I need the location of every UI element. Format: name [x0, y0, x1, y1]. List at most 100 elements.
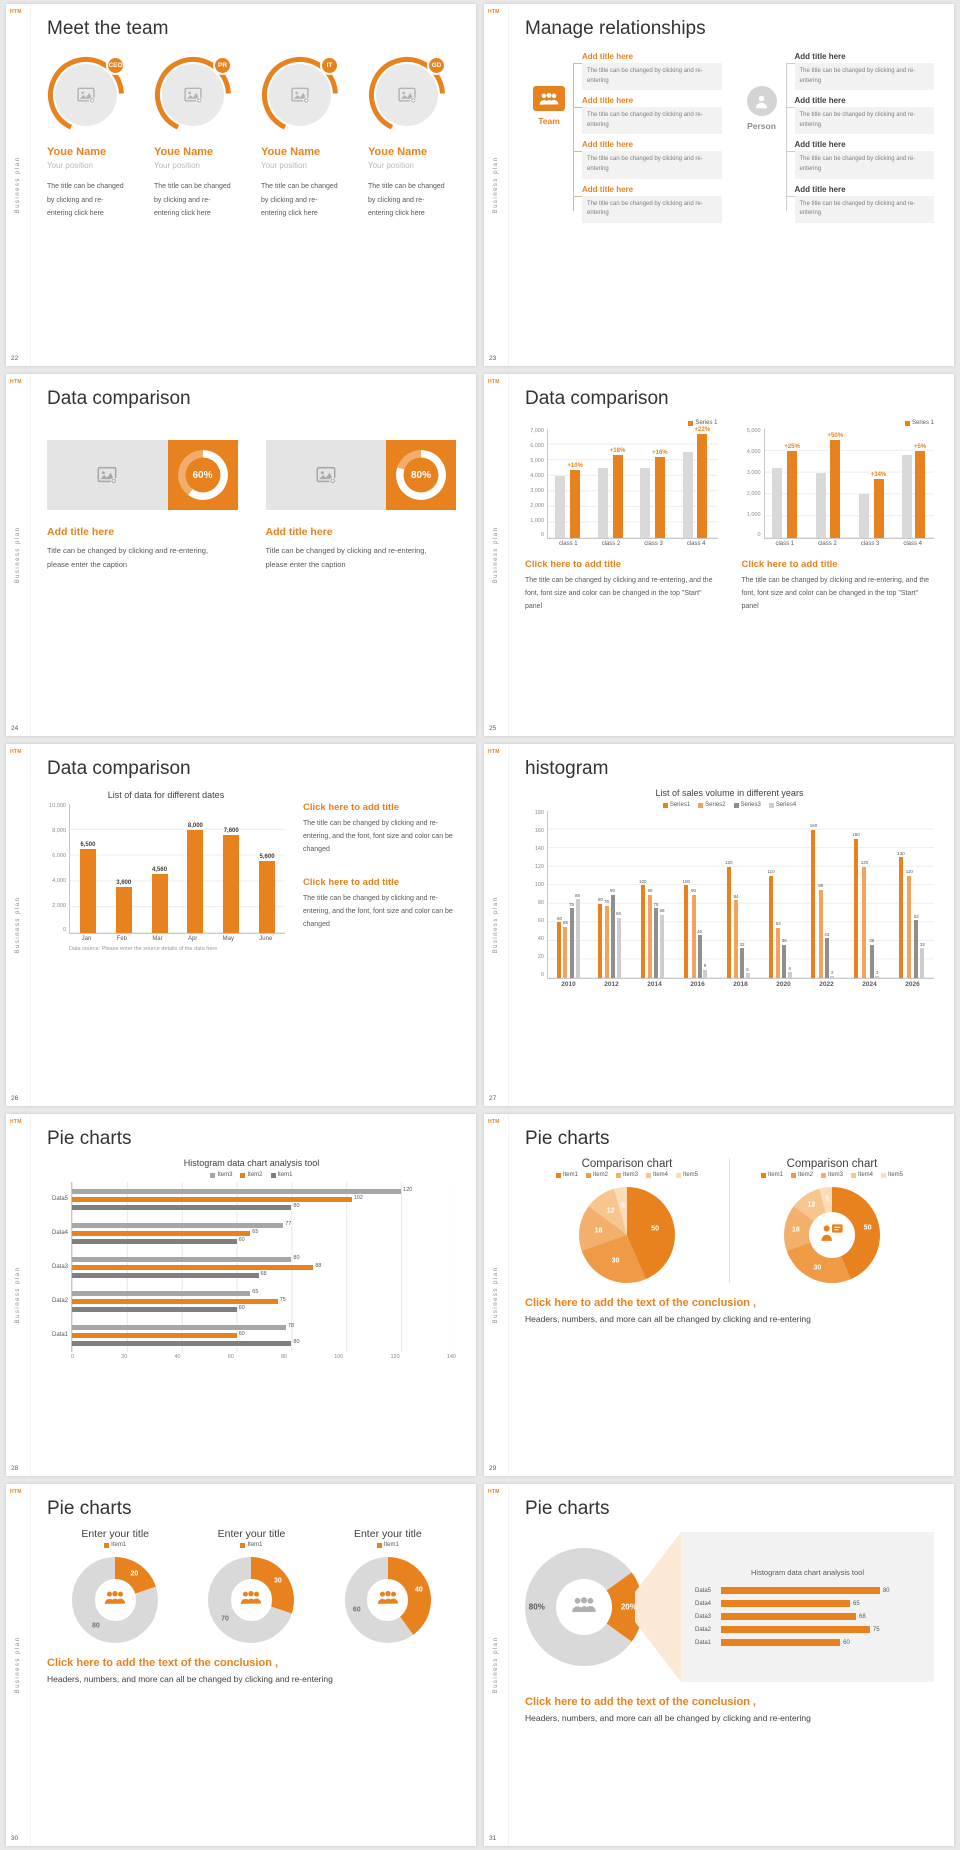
bar-label: 9	[703, 963, 707, 969]
bar-label: 6	[788, 965, 791, 971]
bar	[721, 1639, 841, 1646]
bar-label: 32	[739, 941, 745, 947]
bar	[648, 894, 653, 978]
category-label: Data4	[695, 1600, 712, 1607]
bar-group: 60 55 75 85	[557, 811, 580, 978]
bar-label: 3,600	[116, 879, 132, 886]
donut-and-panel-row: 20% 80% Histogram data chart analysis too…	[525, 1532, 934, 1682]
legend-item: Item5	[881, 1172, 903, 1178]
bar-label: +10%	[567, 462, 583, 469]
bar-label: 110	[767, 869, 775, 875]
plot-area: +10% +18% +16% +22%	[547, 427, 718, 539]
x-tick: May	[222, 936, 234, 942]
legend-swatch	[688, 420, 694, 426]
bar	[873, 479, 884, 538]
slice-label: 70	[221, 1615, 229, 1623]
plot-area: 6,500 3,600 4,560 8,000 7,600 5,600	[69, 804, 285, 934]
y-tick: 60	[537, 918, 544, 925]
slide-29[interactable]: HTM Business plan 29 Pie charts Comparis…	[484, 1114, 954, 1476]
page-number: 24	[11, 725, 19, 732]
bar-group: +50%	[815, 429, 843, 538]
slide-31[interactable]: HTM Business plan 31 Pie charts 20% 80% H…	[484, 1484, 954, 1846]
x-axis-labels: 2010 2012 2014 2016 2018 2020 2022 2024 2026	[547, 981, 934, 988]
comparison-cards-row: 60% Add title here Title can be changed by…	[47, 440, 456, 573]
slide-content: Pie charts Enter your title Item1 20 80 Ent…	[31, 1484, 476, 1846]
bar	[811, 829, 816, 978]
slide-27[interactable]: HTM Business plan 27 histogram List of s…	[484, 744, 954, 1106]
percent-box: 60%	[167, 440, 238, 510]
x-tick: June	[259, 936, 273, 942]
y-tick: 160	[534, 828, 544, 835]
y-tick: 7,000	[530, 428, 544, 434]
bar-group: 78 60 80	[72, 1324, 456, 1347]
conclusion-title: Click here to add the text of the conclu…	[525, 1696, 757, 1708]
pie-chart: 50 30 18 12 5	[579, 1187, 675, 1283]
note-title: Click here to add title	[303, 802, 400, 813]
slide-24[interactable]: HTM Business plan 24 Data comparison 60%…	[6, 374, 476, 736]
chart-legend: Item1 Item2 Item3 Item4 Item5	[760, 1172, 903, 1178]
item-title: Add title here	[582, 52, 634, 61]
donut-chart-block: Enter your title Item1 20 80	[47, 1528, 183, 1643]
bar-label: 65	[252, 1289, 259, 1296]
logo: HTM	[488, 9, 500, 15]
bar-label: 43	[824, 931, 830, 937]
slide-25[interactable]: HTM Business plan 25 Data comparison Ser…	[484, 374, 954, 736]
bar-label: 2	[830, 969, 834, 975]
legend-swatch	[820, 1172, 826, 1178]
bar-chart-left: Series 1 7,000 6,000 5,000 4,000 3,000 2,000 1,…	[525, 418, 718, 614]
member-name: Youe Name	[47, 146, 107, 158]
team-relationship-group: Team Add title here The title can be chan…	[525, 52, 722, 223]
card-title: Add title here	[47, 526, 115, 538]
people-icon	[572, 1597, 596, 1613]
legend-label: Item4	[858, 1172, 874, 1178]
bar-label: 110	[905, 869, 913, 875]
slice-label: 80%	[528, 1602, 545, 1612]
category-label: Data1	[695, 1639, 712, 1646]
conclusion-block: Click here to add the text of the conclu…	[47, 1657, 456, 1684]
team-label: Team	[538, 116, 560, 126]
sidebar-label: Business plan	[493, 156, 499, 214]
slide-26[interactable]: HTM Business plan 26 Data comparison Lis…	[6, 744, 476, 1106]
sidebar-label: Business plan	[493, 1636, 499, 1694]
bar-label: 160	[809, 823, 818, 829]
donut-chart: 20% 80%	[525, 1548, 643, 1666]
legend-label: Item2	[592, 1172, 608, 1178]
legend-item: Item2	[240, 1172, 263, 1178]
bar-label: 60	[238, 1305, 245, 1312]
bar-label: 68	[260, 1271, 267, 1278]
bar-group: 8,000	[187, 804, 204, 933]
people-icon	[570, 1596, 598, 1618]
analysis-panel: Histogram data chart analysis tool Data5…	[681, 1532, 934, 1682]
chart-legend: Item1	[376, 1542, 399, 1548]
role-badge: PR	[213, 56, 232, 75]
card-media: 60%	[47, 440, 238, 510]
bar-label: 84	[733, 893, 739, 899]
slide-28[interactable]: HTM Business plan 28 Pie charts Histogra…	[6, 1114, 476, 1476]
slide-23[interactable]: HTM Business plan 23 Manage relationship…	[484, 4, 954, 366]
y-tick: 2,000	[52, 902, 66, 909]
image-placeholder-icon	[97, 466, 118, 485]
progress-ring	[177, 450, 228, 500]
legend-swatch	[790, 1172, 796, 1178]
category-axis: Data5 Data4 Data3 Data2 Data1	[47, 1182, 71, 1352]
team-member: PR Youe Name Your position The title can be…	[154, 56, 242, 221]
bar-label: +5%	[913, 443, 927, 450]
bar	[72, 1204, 292, 1210]
logo: HTM	[10, 1119, 22, 1125]
y-tick: 80	[537, 900, 544, 907]
bar	[682, 452, 693, 538]
slide-22[interactable]: HTM Business plan 22 Meet the team CEO Yo…	[6, 4, 476, 366]
slide-title: Pie charts	[525, 1498, 610, 1519]
bar-label: 54	[775, 921, 781, 927]
page-number: 30	[11, 1835, 19, 1842]
y-tick: 0	[757, 532, 761, 539]
member-position: Your position	[368, 161, 414, 170]
bar	[72, 1264, 314, 1270]
image-placeholder-icon	[77, 87, 96, 104]
y-tick: 100	[534, 882, 544, 889]
slide-30[interactable]: HTM Business plan 30 Pie charts Enter yo…	[6, 1484, 476, 1846]
avatar: CEO	[47, 56, 125, 134]
bar-label: 75	[569, 901, 575, 907]
legend-label: Item1	[562, 1172, 578, 1178]
bar	[569, 908, 574, 978]
